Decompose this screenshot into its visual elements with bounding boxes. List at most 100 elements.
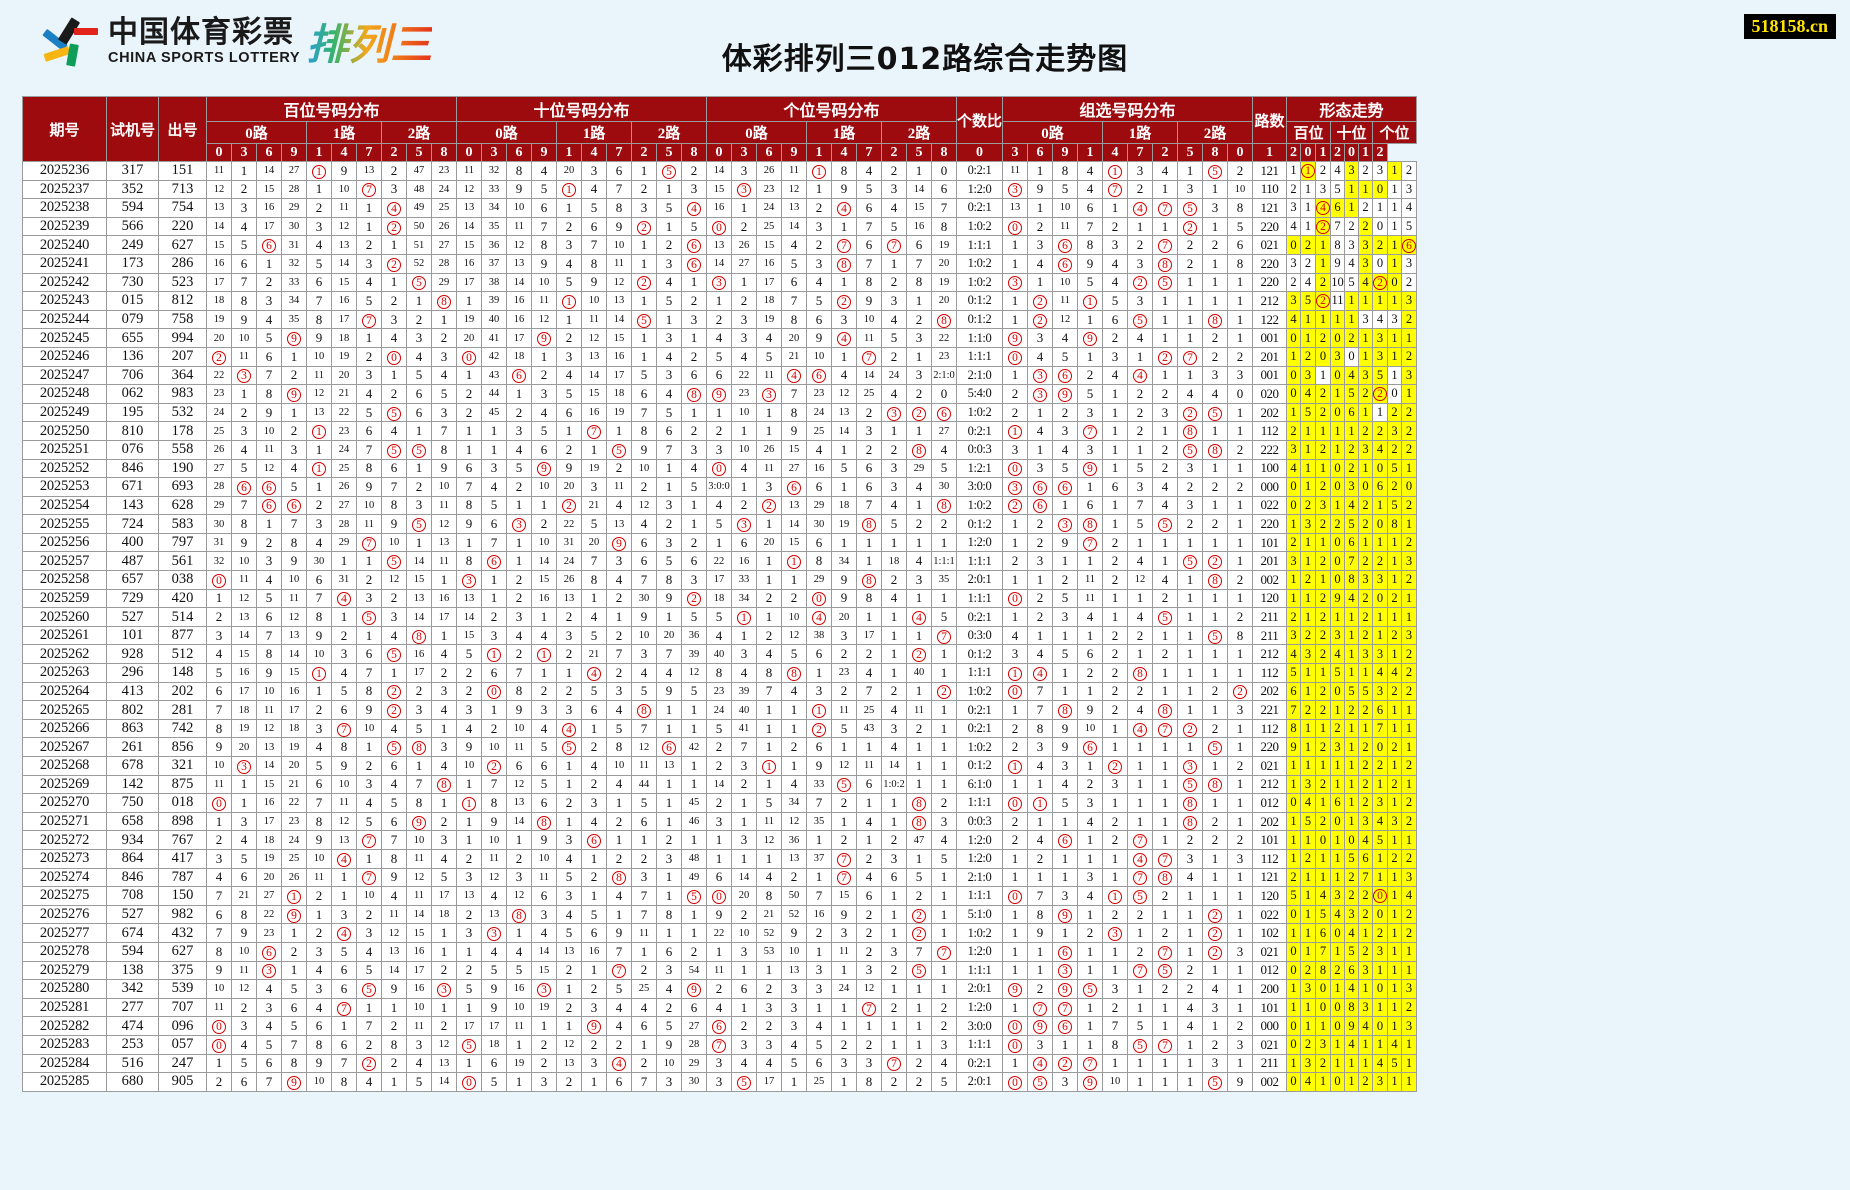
cell-test-number: 079 [106, 309, 159, 330]
cell-shape-5: 3 [1358, 365, 1373, 386]
cell-zu-6: 7 [1152, 198, 1178, 218]
cell-test-number: 864 [106, 848, 159, 869]
cell-open-number: 190 [158, 458, 207, 479]
cell-bai-0: 2 [206, 607, 232, 627]
cell-issue: 2025271 [22, 811, 107, 832]
cell-lushu: 220 [1252, 253, 1287, 274]
cell-zu-7: 1 [1177, 1034, 1203, 1055]
cell-shi-7: 3 [631, 867, 657, 888]
cell-zu-0: 3 [1002, 272, 1028, 293]
cell-zu-1: 2 [1027, 532, 1053, 553]
cell-ge-8: 1 [906, 774, 932, 795]
cell-shi-1: 0 [481, 681, 507, 702]
cell-zu-1: 9 [1027, 923, 1053, 943]
cell-ge-4: 4 [806, 439, 832, 460]
cell-zu-3: 7 [1077, 421, 1103, 441]
cell-ge-3: 10 [781, 607, 807, 627]
header-row-subs: 0路 1路 2路 0路 1路 2路 0路 1路 2路 0路 1路 2路 百位 十位 个位 [23, 121, 1417, 144]
cell-shape-5: 2 [1358, 421, 1373, 441]
cell-bai-2: 4 [256, 309, 282, 330]
cell-shi-6: 10 [606, 756, 632, 776]
cell-zu-9: 0 [1227, 384, 1253, 404]
cell-bai-4: 9 [306, 1053, 332, 1074]
cell-ge-9: 6 [931, 402, 957, 423]
cell-shape-6: 3 [1372, 1072, 1388, 1092]
cell-ge-7: 2 [881, 1072, 907, 1092]
cell-zu-9: 1 [1227, 737, 1253, 757]
cell-zu-7: 2 [1177, 514, 1203, 534]
cell-ge-1: 2 [731, 216, 757, 237]
cell-shi-7: 5 [631, 365, 657, 386]
cell-shape-3: 1 [1330, 421, 1345, 441]
header-digit-b2-4: 4 [831, 143, 857, 162]
cell-shi-4: 1 [556, 811, 582, 832]
header-sub-bai-1lu: 1路 [306, 121, 382, 144]
cell-shape-1: 1 [1300, 161, 1316, 181]
cell-shape-8: 2 [1401, 793, 1417, 813]
hit-marker: 4 [562, 722, 576, 737]
cell-zu-6: 1 [1152, 811, 1178, 832]
cell-ge-9: 2 [931, 997, 957, 1018]
cell-shi-4: 3 [556, 625, 582, 646]
cell-shape-7: 1 [1387, 923, 1402, 943]
cell-ge-1: 1 [731, 997, 757, 1018]
cell-issue: 2025279 [22, 960, 107, 981]
cell-bai-7: 10 [381, 532, 407, 553]
cell-bai-4: 5 [306, 756, 332, 776]
cell-bai-7: 12 [381, 923, 407, 943]
cell-shape-6: 1 [1372, 532, 1388, 553]
hit-marker: 5 [737, 1075, 751, 1090]
cell-shi-1: 33 [481, 179, 507, 200]
cell-bai-6: 1 [356, 551, 382, 572]
cell-shi-2: 2 [506, 644, 532, 665]
cell-zu-6: 2 [1152, 644, 1178, 665]
hit-marker: 7 [1158, 239, 1172, 254]
cell-shi-5: 19 [581, 458, 607, 479]
hit-marker: 3 [1033, 369, 1047, 384]
cell-zu-9: 1 [1227, 923, 1253, 943]
cell-bai-0: 0 [206, 1034, 232, 1055]
cell-ge-8: 5 [906, 867, 932, 888]
cell-shi-5: 11 [581, 309, 607, 330]
cell-test-number: 142 [106, 774, 159, 795]
cell-shape-4: 1 [1344, 774, 1359, 795]
cell-shi-7: 2 [631, 1053, 657, 1074]
cell-open-number: 286 [158, 253, 207, 274]
header-shape-digit-s2-0: 0 [1344, 143, 1359, 162]
cell-zu-6: 4 [1152, 495, 1178, 516]
cell-shi-3: 2 [531, 681, 557, 702]
cell-bai-2: 6 [256, 607, 282, 627]
cell-ge-7: 3 [881, 291, 907, 311]
cell-shape-5: 3 [1358, 309, 1373, 330]
cell-shape-4: 0 [1344, 346, 1359, 367]
cell-ge-4: 3 [806, 216, 832, 237]
cell-ge-6: 1 [856, 607, 882, 627]
cell-shape-1: 2 [1300, 700, 1316, 720]
hit-marker: 9 [537, 332, 551, 347]
cell-bai-2: 5 [256, 1034, 282, 1055]
table-row: 2025281 277 707 11 2 3 6 4 7 1 1 10 1 1 9 10 19 2 3 4 4 2 6 4 1 3… [22, 997, 1417, 1018]
cell-bai-4: 10 [306, 346, 332, 367]
cell-test-number: 527 [106, 904, 159, 925]
hit-marker: 7 [362, 183, 376, 198]
cell-shi-6: 4 [606, 700, 632, 720]
cell-shi-8: 2 [656, 830, 682, 850]
cell-ge-7: 3 [881, 402, 907, 423]
cell-shi-0: 3 [456, 867, 482, 888]
cell-zu-1: 1 [1027, 960, 1053, 981]
cell-shi-2: 13 [506, 253, 532, 274]
cell-shape-0: 0 [1286, 793, 1301, 813]
cell-shi-2: 2 [506, 570, 532, 590]
cell-bai-3: 2 [281, 421, 307, 441]
cell-shape-6: 4 [1372, 811, 1388, 832]
cell-zu-5: 1 [1127, 737, 1153, 757]
cell-shi-0: 5 [456, 644, 482, 665]
cell-zu-6: 2 [1152, 439, 1178, 460]
cell-ge-2: 23 [756, 179, 782, 200]
cell-ge-9: 8 [931, 495, 957, 516]
cell-bai-1: 10 [231, 941, 257, 962]
cell-lushu: 112 [1252, 421, 1287, 441]
cell-test-number: 195 [106, 402, 159, 423]
cell-shi-4: 26 [556, 570, 582, 590]
cell-bai-7: 2 [381, 384, 407, 404]
